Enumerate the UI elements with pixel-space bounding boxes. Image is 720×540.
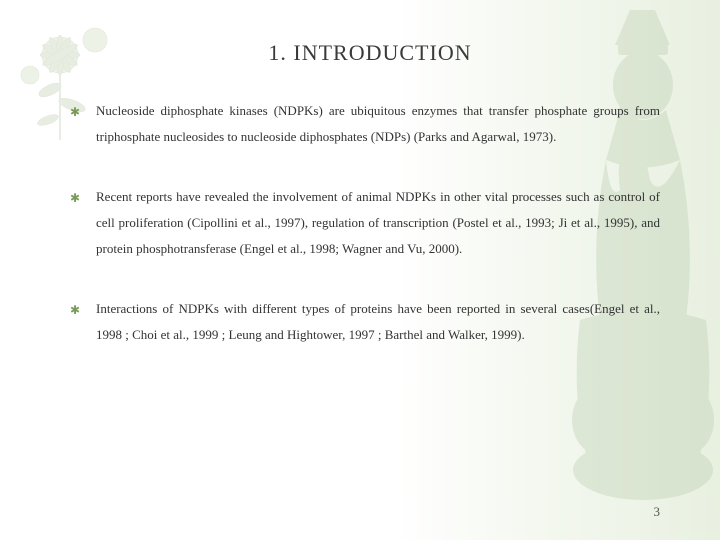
bullet-item: Nucleoside diphosphate kinases (NDPKs) a… [80, 98, 660, 150]
slide-title: 1. INTRODUCTION [80, 40, 660, 66]
page-number: 3 [654, 504, 661, 520]
bullet-list: Nucleoside diphosphate kinases (NDPKs) a… [80, 98, 660, 348]
bullet-item: Interactions of NDPKs with different typ… [80, 296, 660, 348]
slide-container: 1. INTRODUCTION Nucleoside diphosphate k… [0, 0, 720, 540]
bullet-item: Recent reports have revealed the involve… [80, 184, 660, 262]
